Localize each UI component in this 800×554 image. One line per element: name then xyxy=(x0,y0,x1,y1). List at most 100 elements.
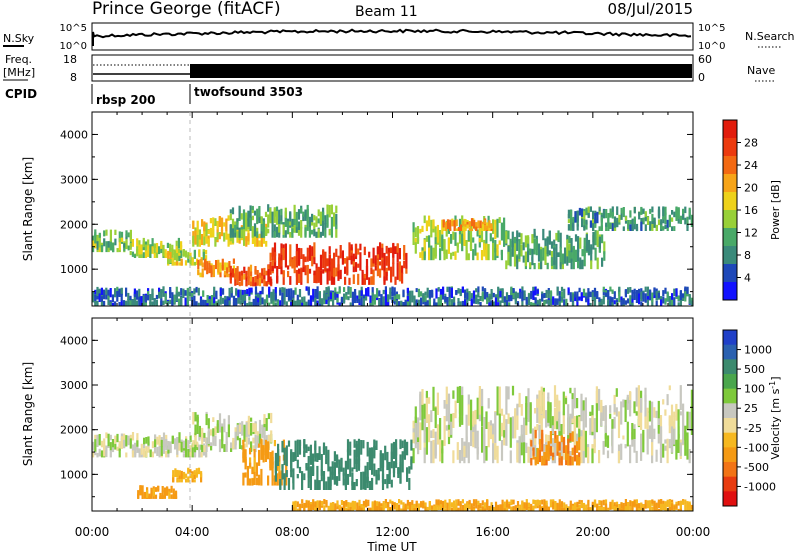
power-cell xyxy=(563,288,566,299)
power-cell xyxy=(335,205,338,214)
velocity-cell xyxy=(225,431,228,446)
velocity-cell xyxy=(171,436,174,443)
power-cell xyxy=(549,290,553,301)
power-cell xyxy=(476,252,479,261)
velocity-cell xyxy=(604,405,607,433)
power-cell xyxy=(455,290,458,296)
date-label: 08/Jul/2015 xyxy=(608,0,693,18)
power-cell xyxy=(671,299,674,306)
power-cell xyxy=(360,295,363,306)
power-cell xyxy=(324,229,327,238)
velocity-cell xyxy=(314,501,317,507)
power-cell xyxy=(384,295,387,306)
power-cell xyxy=(313,215,316,221)
power-cell xyxy=(314,289,317,298)
velocity-cell xyxy=(347,502,350,508)
velocity-cell xyxy=(252,445,255,451)
velocity-cell xyxy=(307,500,310,506)
velocity-cell xyxy=(468,501,471,510)
velocity-cell xyxy=(167,441,170,450)
velocity-cell xyxy=(439,418,442,445)
power-cell xyxy=(585,210,588,216)
velocity-cell xyxy=(543,506,546,511)
velocity-cell xyxy=(406,441,409,456)
velocity-cell xyxy=(162,432,166,445)
power-cell xyxy=(524,251,527,267)
velocity-cell xyxy=(185,473,188,478)
power-cell xyxy=(360,290,363,297)
velocity-cell xyxy=(412,420,415,429)
y-tick-label: 1000 xyxy=(60,468,88,481)
velocity-cell xyxy=(585,504,588,510)
power-cell xyxy=(553,247,556,266)
power-cell xyxy=(568,243,571,251)
power-cell xyxy=(282,232,285,238)
velocity-cell xyxy=(631,423,634,441)
velocity-cell xyxy=(193,475,196,480)
velocity-cell xyxy=(349,502,352,510)
power-cell xyxy=(454,251,457,260)
power-cell xyxy=(103,238,106,247)
cpid-label: CPID xyxy=(5,87,37,101)
freq-tick-low: 8 xyxy=(70,71,77,84)
velocity-cell xyxy=(591,501,594,508)
power-cell xyxy=(278,209,281,224)
power-cell xyxy=(123,244,126,252)
velocity-cell xyxy=(582,504,586,511)
velocity-cell xyxy=(598,388,601,411)
power-cell xyxy=(258,240,261,247)
power-cell xyxy=(571,293,575,302)
velocity-cell xyxy=(103,444,106,457)
velocity-cell xyxy=(238,424,242,432)
power-cell xyxy=(603,251,606,261)
power-cell xyxy=(361,269,364,285)
power-cell xyxy=(382,296,385,306)
velocity-cell xyxy=(505,506,509,511)
velocity-cell xyxy=(595,386,598,416)
power-cell xyxy=(412,222,415,233)
power-cell xyxy=(607,213,610,224)
velocity-cell xyxy=(453,507,456,511)
power-cell xyxy=(358,292,361,300)
velocity-cell xyxy=(479,508,482,511)
velocity-cell xyxy=(675,504,678,509)
power-cell xyxy=(488,220,491,228)
velocity-cell xyxy=(571,505,575,511)
power-cell xyxy=(583,218,586,228)
velocity-cell xyxy=(578,428,581,440)
velocity-cell xyxy=(406,499,409,506)
velocity-cell xyxy=(325,446,328,459)
power-cell xyxy=(603,241,606,255)
power-cell xyxy=(322,219,325,225)
power-cell xyxy=(171,258,174,266)
velocity-cell xyxy=(534,429,537,439)
velocity-cell xyxy=(212,428,215,437)
colorbar-swatch xyxy=(723,403,737,419)
power-cell xyxy=(466,292,469,300)
power-cell xyxy=(419,252,422,258)
power-cell xyxy=(269,252,272,262)
power-cell xyxy=(387,294,390,303)
power-cell xyxy=(118,288,121,297)
velocity-cell xyxy=(309,451,312,463)
velocity-cell xyxy=(688,411,691,431)
power-cell xyxy=(500,222,503,241)
velocity-cell xyxy=(187,449,190,458)
velocity-cell xyxy=(690,504,693,510)
power-cell xyxy=(494,297,498,306)
velocity-cell xyxy=(358,508,361,511)
velocity-cell xyxy=(564,397,568,404)
power-cell xyxy=(221,297,225,304)
power-cell xyxy=(189,258,192,266)
power-cell xyxy=(247,210,250,221)
power-cell xyxy=(201,219,204,227)
velocity-cell xyxy=(200,452,203,458)
power-cell xyxy=(522,242,525,251)
power-cell xyxy=(651,206,654,213)
power-cell xyxy=(372,247,375,264)
velocity-cell xyxy=(582,400,585,412)
power-cell xyxy=(249,271,253,283)
power-cell xyxy=(160,298,163,306)
power-cell xyxy=(459,291,462,297)
velocity-cell xyxy=(516,501,520,507)
